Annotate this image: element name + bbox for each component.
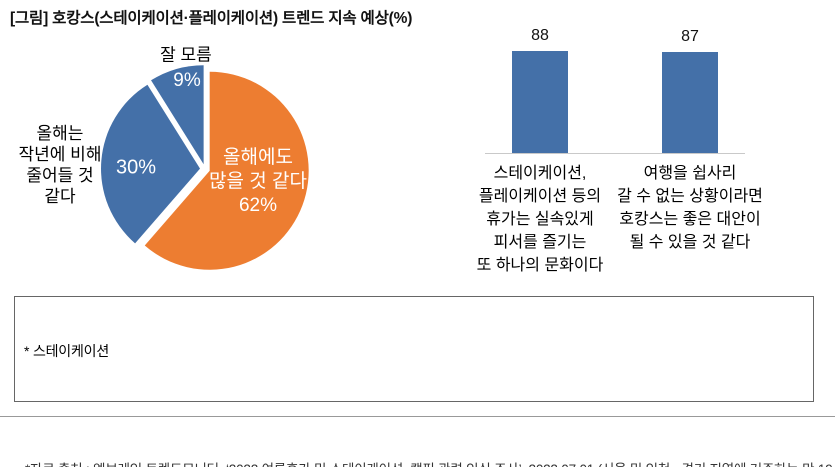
bar-category-label-2: 여행을 쉽사리 갈 수 없는 상황이라면 호캉스는 좋은 대안이 될 수 있을 … [617,165,763,251]
bar-value-label-0: 88 [531,27,549,44]
bar-1 [662,52,718,153]
pie-slice-2 [151,65,204,165]
pie-value-decrease: 30% [115,156,157,179]
bar-0 [512,51,568,153]
pie-label-decrease: 올해는 작년에 비해 줄어들 것 같다 [18,124,102,206]
bar-chart: 88 87 [485,27,745,154]
pie-slice-0 [144,71,309,270]
bar-category-label-1: 스테이케이션, 플레이케이션 등의 휴가는 실속있게 피서를 즐기는 또 하나의… [476,165,604,274]
source-line-1: *자료 출처 : 엠브레인 트렌드모니터, ‘2022 여름휴가 및 스테이케이… [25,460,835,467]
pie-value-dont-know: 9% [173,70,201,91]
figure-title: [그림] 호캉스(스테이케이션·플레이케이션) 트렌드 지속 예상(%) [10,10,413,27]
pie-label-dont-know: 잘 모름 [160,45,212,65]
footnote-line: : ‘스테이(stay)’와 ‘베케이션(vacation)’의 합성어로 휴가… [24,401,804,402]
bar-value-label-1: 87 [681,28,699,45]
footnote-box: * 스테이케이션 : ‘스테이(stay)’와 ‘베케이션(vacation)’… [14,296,814,402]
source-separator-line [0,416,835,417]
source-note: *자료 출처 : 엠브레인 트렌드모니터, ‘2022 여름휴가 및 스테이케이… [25,422,835,467]
pie-slice-1 [101,84,201,244]
footnote-line: * 스테이케이션 [24,343,110,359]
pie-label-increase: 올해에도 많을 것 같다 62% [209,147,307,216]
pie-chart [101,65,309,270]
